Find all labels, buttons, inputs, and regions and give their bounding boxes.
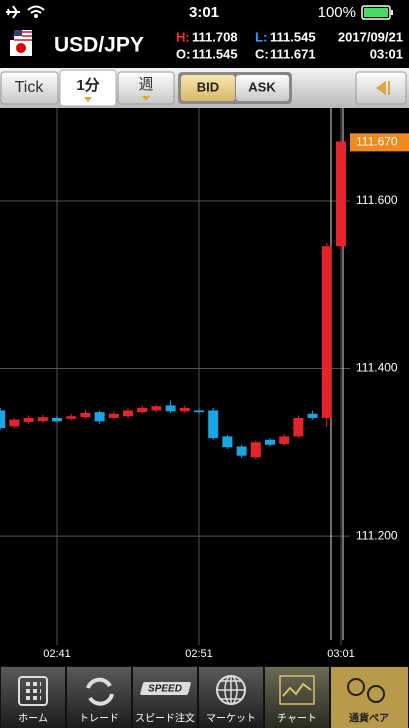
- x-tick-label: 02:51: [185, 648, 213, 660]
- tick-button-label: Tick: [15, 79, 45, 96]
- header: USD/JPY H: 111.708 L: 111.545 O: 111.545…: [10, 29, 403, 61]
- jp-flag-sun: [16, 43, 26, 53]
- ask-button[interactable]: [236, 75, 289, 101]
- collapse-bar: [388, 81, 390, 95]
- battery-tip: [391, 10, 393, 15]
- minute-dropdown: [84, 97, 92, 102]
- chart-tab[interactable]: [265, 667, 329, 728]
- speed-tab-label: スピード注文: [135, 712, 195, 725]
- home-grid: [26, 682, 41, 700]
- close-value: 111.671: [270, 46, 316, 61]
- candle-body: [9, 419, 20, 427]
- candle-body: [94, 412, 105, 422]
- candle-body: [179, 407, 190, 412]
- candle-body: [222, 436, 233, 448]
- us-flag-stripes: [14, 31, 32, 41]
- bid-button-label: BID: [197, 79, 219, 94]
- candle-body: [37, 417, 48, 422]
- candle-body: [151, 406, 162, 411]
- pairs-icon-coin: [347, 678, 365, 696]
- open-value: 111.545: [192, 46, 238, 61]
- candle-body: [293, 417, 304, 437]
- plot-bg: [0, 108, 409, 665]
- market-globe-meridian: [224, 675, 238, 705]
- ask-button-label: ASK: [248, 79, 276, 94]
- collapse-arrow: [376, 81, 386, 95]
- y-tick-label: 111.400: [356, 361, 398, 375]
- low-value: 111.545: [270, 29, 316, 44]
- us-flag-canton: [14, 30, 22, 36]
- candle-body: [80, 412, 91, 418]
- home-tab-label: ホーム: [18, 713, 48, 725]
- speed-tab[interactable]: [133, 667, 197, 728]
- low-label: L:: [255, 29, 267, 44]
- candle-body: [236, 446, 247, 456]
- chart-tab-icon: [279, 675, 315, 705]
- candle-body: [208, 410, 219, 439]
- candle-body: [0, 410, 6, 429]
- speed-icon-text: SPEED: [148, 684, 182, 695]
- header-time: 03:01: [370, 46, 403, 61]
- candle-body: [279, 436, 290, 444]
- trade-icon: [86, 677, 114, 706]
- minute-button[interactable]: [59, 69, 117, 107]
- high-value: 111.708: [192, 29, 238, 44]
- close-label: C:: [255, 46, 269, 61]
- candle-body: [137, 407, 148, 413]
- candle-body: [108, 413, 119, 418]
- high-label: H:: [176, 29, 190, 44]
- candle-body: [123, 410, 133, 417]
- y-tick-label: 111.600: [356, 193, 398, 207]
- candle-body: [321, 246, 332, 418]
- pairs-tab-label: 通貨ペア: [349, 712, 389, 725]
- x-tick-label: 02:41: [43, 648, 71, 660]
- candle-body: [66, 416, 77, 419]
- chart-tab-label: チャート: [277, 713, 317, 725]
- last-price-tag: [350, 133, 409, 152]
- chart: 111.200 111.400 111.600 02:41 02:51 03:01 111.…: [0, 108, 409, 665]
- tab-bar: ホーム トレード SPEED スピード注文 マーケット チャート 通貨ペア: [0, 666, 409, 728]
- x-tick-label: 03:01: [327, 648, 355, 660]
- wifi-icon: [27, 5, 45, 14]
- week-dropdown: [142, 96, 150, 101]
- chart-tab-line: [282, 682, 312, 697]
- candle-body: [23, 417, 34, 423]
- last-price-label: 111.670: [356, 135, 398, 149]
- trade-tab-label: トレード: [79, 714, 119, 725]
- candle-body: [265, 439, 275, 445]
- status-bar: 3:01 100%: [6, 4, 393, 21]
- pair-name: USD/JPY: [54, 34, 144, 57]
- speed-icon: [140, 682, 191, 695]
- market-tab-label: マーケット: [206, 713, 256, 725]
- y-tick-label: 111.200: [356, 528, 398, 542]
- candle-body: [336, 141, 346, 247]
- bid-button[interactable]: [181, 75, 235, 101]
- tick-button[interactable]: [0, 71, 59, 105]
- pairs-icon-coin2: [367, 685, 385, 703]
- trade-tab[interactable]: [67, 667, 131, 728]
- market-globe-lines: [217, 676, 245, 704]
- battery-level: [364, 8, 388, 17]
- candle-body: [307, 413, 318, 418]
- wifi-dot: [34, 14, 38, 18]
- week-button[interactable]: [117, 71, 175, 105]
- week-button-label: 週: [138, 76, 153, 93]
- open-label: O:: [176, 46, 190, 61]
- candle-body: [165, 405, 176, 412]
- battery-frame: [361, 5, 391, 20]
- candle-body: [250, 442, 261, 458]
- airplane-icon: [6, 5, 20, 19]
- candle-body: [52, 417, 62, 422]
- clock: 3:01: [189, 4, 219, 21]
- minute-button-label: 1分: [76, 77, 99, 94]
- battery-text: 100%: [318, 4, 356, 21]
- candle-body: [194, 410, 204, 413]
- date: 2017/09/21: [338, 29, 403, 44]
- toolbar: Tick 1分 週 BID ASK: [0, 68, 409, 108]
- home-icon: [18, 676, 48, 706]
